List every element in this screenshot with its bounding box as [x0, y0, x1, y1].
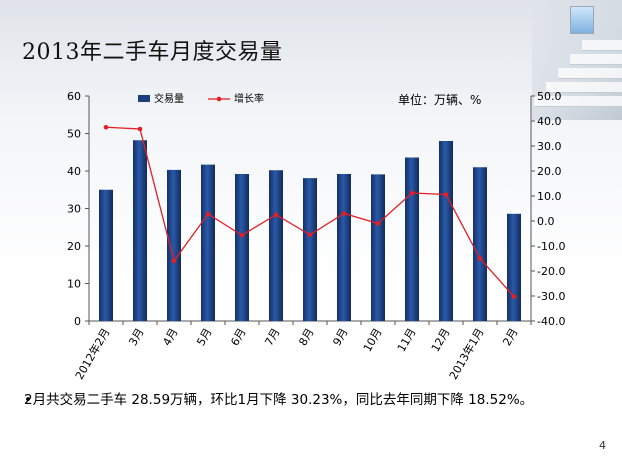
- left-tick-label: 30: [67, 203, 81, 216]
- legend-line-marker: [216, 96, 222, 102]
- x-tick-label: 7月: [262, 326, 282, 348]
- page-number: 4: [599, 439, 606, 452]
- right-tick-label: 20.0: [537, 165, 562, 178]
- bar-11: [439, 141, 453, 321]
- stair-step: [534, 96, 622, 107]
- right-tick-label: 10.0: [537, 190, 562, 203]
- bar-4: [201, 164, 215, 321]
- growth-point-12: [477, 256, 483, 261]
- left-tick-label: 40: [67, 165, 81, 178]
- x-tick-label: 9月: [330, 326, 350, 348]
- x-tick-label: 4月: [160, 326, 180, 348]
- bar-12: [473, 167, 487, 321]
- bullet-dot: •: [24, 392, 32, 408]
- left-tick-label: 10: [67, 278, 81, 291]
- x-tick-label: 5月: [194, 326, 214, 348]
- summary-text: 2月共交易二手车 28.59万辆，环比1月下降 30.23%，同比去年同期下降 …: [24, 392, 534, 408]
- growth-point-9: [375, 221, 381, 226]
- legend-line-label: 增长率: [234, 92, 264, 105]
- right-tick-label: -10.0: [537, 240, 565, 253]
- growth-point-7: [307, 232, 313, 238]
- bar-7: [303, 178, 317, 321]
- bar-5: [235, 174, 249, 321]
- left-tick-label: 60: [67, 90, 81, 103]
- bar-6: [269, 170, 283, 321]
- left-tick-label: 20: [67, 240, 81, 253]
- x-tick-label: 6月: [228, 326, 248, 348]
- right-tick-label: 30.0: [537, 140, 562, 153]
- bar-9: [371, 174, 385, 321]
- slide-title: 2013年二手车月度交易量: [22, 40, 283, 65]
- summary-bullet: • 2月共交易二手车 28.59万辆，环比1月下降 30.23%，同比去年同期下…: [24, 391, 589, 410]
- left-tick-label: 50: [67, 128, 81, 141]
- growth-point-10: [409, 190, 415, 196]
- right-tick-label: -20.0: [537, 265, 565, 278]
- right-tick-label: 40.0: [537, 115, 562, 128]
- x-tick-label: 2月: [500, 326, 520, 348]
- legend-bar-swatch: [138, 95, 150, 102]
- right-tick-label: -40.0: [537, 315, 565, 328]
- stair-step: [558, 68, 622, 79]
- growth-point-13: [511, 294, 517, 299]
- staircase-decoration: [532, 0, 622, 120]
- growth-point-8: [341, 211, 347, 216]
- growth-point-4: [205, 211, 211, 217]
- x-tick-label: 12月: [429, 326, 453, 354]
- left-tick-label: 0: [74, 315, 81, 328]
- x-tick-label: 2013年1月: [446, 326, 487, 382]
- growth-point-1: [103, 124, 109, 130]
- right-tick-label: 0.0: [537, 215, 555, 228]
- stair-step: [546, 82, 622, 93]
- x-tick-label: 8月: [296, 326, 316, 348]
- window-decoration: [570, 6, 594, 34]
- x-tick-label: 3月: [126, 326, 146, 348]
- bar-2: [133, 140, 147, 321]
- growth-point-3: [171, 258, 177, 264]
- x-tick-label: 11月: [395, 326, 419, 354]
- growth-point-2: [137, 126, 143, 132]
- right-tick-label: -30.0: [537, 290, 565, 303]
- bar-13: [507, 213, 521, 321]
- bar-3: [167, 169, 181, 321]
- growth-point-5: [239, 232, 245, 238]
- bar-8: [337, 174, 351, 321]
- stair-step: [582, 40, 622, 51]
- legend-bar-label: 交易量: [154, 92, 184, 105]
- unit-label: 单位：万辆、%: [398, 93, 482, 107]
- x-tick-label: 10月: [361, 326, 385, 354]
- growth-point-6: [273, 212, 279, 218]
- bar-10: [405, 157, 419, 321]
- right-tick-label: 50.0: [537, 90, 562, 103]
- bar-1: [99, 189, 113, 321]
- stair-step: [570, 54, 622, 65]
- x-tick-label: 2012年2月: [72, 326, 113, 382]
- growth-point-11: [443, 192, 449, 197]
